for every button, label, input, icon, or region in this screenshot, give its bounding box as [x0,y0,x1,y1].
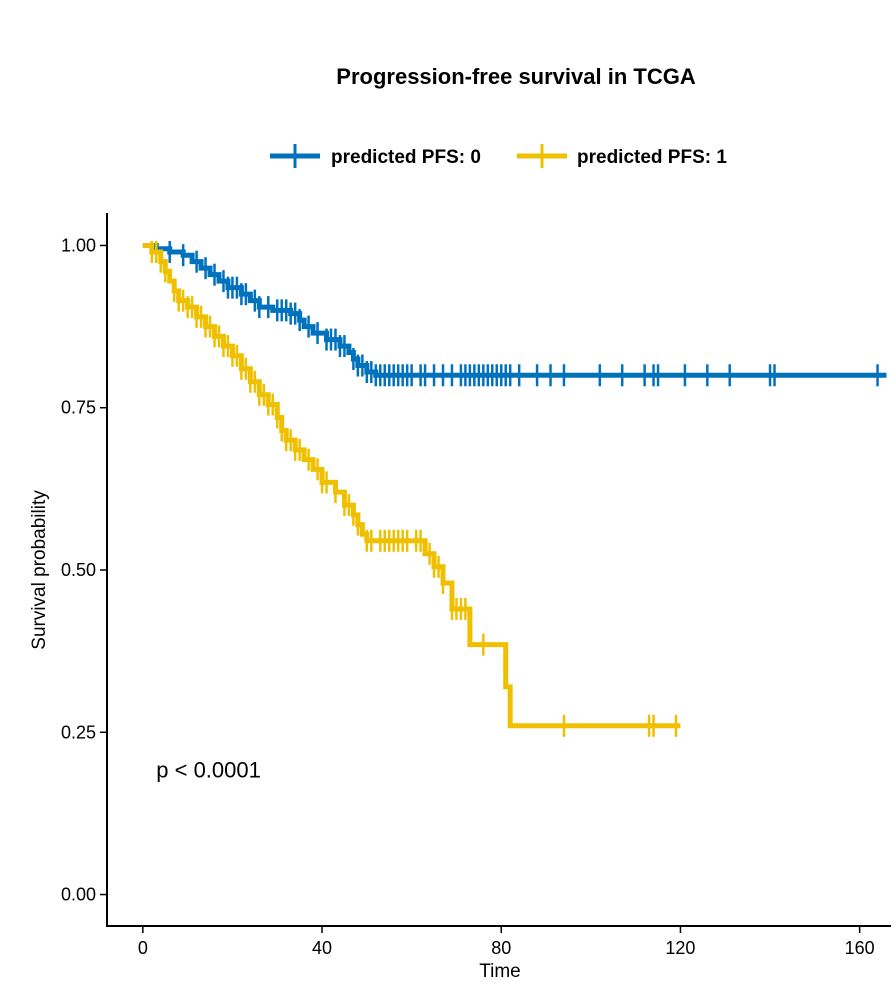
p-value-annotation: p < 0.0001 [156,758,261,783]
legend-item-1[interactable]: predicted PFS: 1 [517,144,727,168]
legend-label-1: predicted PFS: 1 [577,147,727,168]
y-tick-label: 0.25 [61,722,96,742]
chart-title: Progression-free survival in TCGA [336,64,696,89]
legend: predicted PFS: 0 predicted PFS: 1 [270,144,727,168]
x-tick-label: 80 [491,938,511,958]
x-tick-label: 40 [312,938,332,958]
legend-label-0: predicted PFS: 0 [331,147,481,168]
y-tick-label: 1.00 [61,235,96,255]
series-0 [142,240,887,387]
x-tick-label: 160 [845,938,875,958]
y-tick-label: 0.50 [61,560,96,580]
x-tick-label: 0 [138,938,148,958]
y-tick-label: 0.00 [61,885,96,905]
survival-curve-1[interactable] [142,242,681,729]
x-axis-ticks: 0 40 80 120 160 [138,926,875,958]
legend-item-0[interactable]: predicted PFS: 0 [270,144,481,168]
series-layer [142,240,887,737]
y-axis-label: Survival probability [29,490,50,650]
x-axis-label: Time [479,961,521,982]
y-tick-label: 0.75 [61,398,96,418]
y-axis-ticks: 0.00 0.25 0.50 0.75 1.00 [61,235,107,905]
x-tick-label: 120 [665,938,695,958]
series-1 [142,240,681,737]
